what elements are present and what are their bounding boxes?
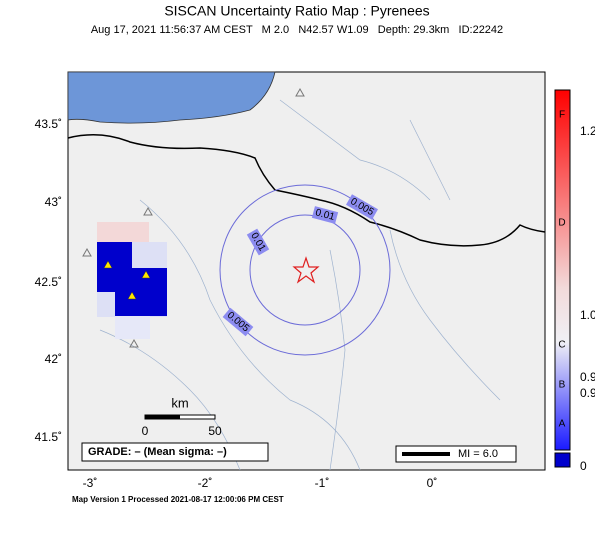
rivers <box>99 99 501 471</box>
contour <box>219 184 391 356</box>
lat-label: 41.5˚ <box>35 430 62 444</box>
uncertainty-grid <box>97 222 167 339</box>
lon-label: -2˚ <box>198 476 213 490</box>
lon-label: -1˚ <box>315 476 330 490</box>
epicenter <box>292 256 320 284</box>
magnitude: MI = 6.0 <box>458 448 498 460</box>
colorbar-value: 0.9 <box>580 370 595 384</box>
magnitude-bar <box>402 452 450 456</box>
grade-letter: A <box>559 419 566 430</box>
colorbar-value: 0 <box>580 459 587 473</box>
lon-label: 0˚ <box>427 476 438 490</box>
sea <box>67 71 276 124</box>
colorbar-min <box>554 452 571 468</box>
lat-label: 42˚ <box>45 352 62 366</box>
grade-box <box>81 442 269 462</box>
grade-letter: C <box>558 340 565 351</box>
colorbar-letters: F D C B A <box>558 110 565 430</box>
lat-label: 43˚ <box>45 195 62 209</box>
scale-bar: km 0 50 <box>142 395 222 438</box>
colorbar <box>554 89 571 451</box>
grade-letter: B <box>559 380 566 391</box>
lat-label: 42.5˚ <box>35 275 62 289</box>
lat-labels: 43.5˚ 43˚ 42.5˚ 42˚ 41.5˚ <box>35 117 62 444</box>
colorbar-values: 1.2 1.0 0.9 0.9 0 <box>580 124 595 473</box>
grid-cell <box>115 268 167 316</box>
lat-label: 43.5˚ <box>35 117 62 131</box>
grid-cell <box>115 316 150 339</box>
stations <box>82 87 305 348</box>
border <box>67 134 546 247</box>
subtitle: Aug 17, 2021 11:56:37 AM CEST M 2.0 N42.… <box>91 24 503 36</box>
grid-cell <box>97 222 149 242</box>
lon-label: -3˚ <box>83 476 98 490</box>
footer: Map Version 1 Processed 2021-08-17 12:00… <box>72 495 284 504</box>
colorbar-value: 1.0 <box>580 308 595 322</box>
contour-label: 0.01 <box>314 207 336 223</box>
colorbar-value: 0.9 <box>580 386 595 400</box>
grade-letter: D <box>558 218 565 229</box>
magnitude-box <box>395 445 517 463</box>
scale-end: 50 <box>208 424 222 438</box>
scale-unit: km <box>171 395 188 410</box>
lon-labels: -3˚ -2˚ -1˚ 0˚ <box>83 476 438 490</box>
colorbar-value: 1.2 <box>580 124 595 138</box>
contour <box>249 214 361 326</box>
grade: GRADE: – (Mean sigma: –) <box>88 446 227 458</box>
active-stations <box>103 260 151 300</box>
scale-start: 0 <box>142 424 149 438</box>
grade-letter: F <box>559 110 565 121</box>
title: SISCAN Uncertainty Ratio Map : Pyrenees <box>164 3 429 19</box>
